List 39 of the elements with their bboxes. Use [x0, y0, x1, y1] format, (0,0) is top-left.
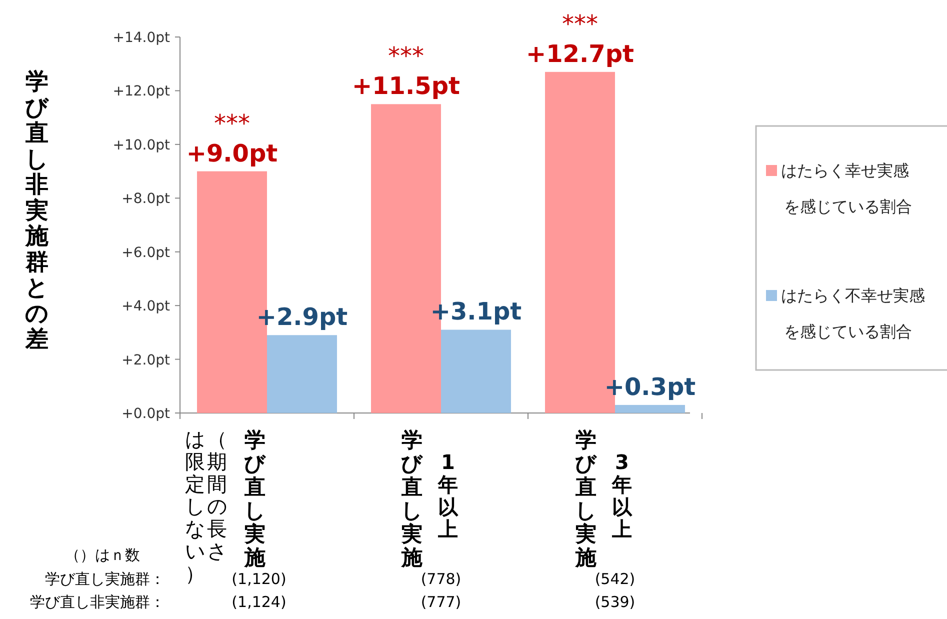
text: (778) [420, 570, 462, 588]
text: (539) [594, 593, 636, 611]
text: 学び直し非実施群： [30, 593, 165, 611]
y-tick-label: +6.0pt [122, 244, 171, 261]
bar [267, 335, 337, 413]
y-tick-label: +0.0pt [122, 406, 171, 422]
x-tick-label: 学び直し実施 [574, 428, 597, 570]
annotation: *** [562, 10, 598, 38]
data-label: +3.1pt [430, 298, 522, 326]
y-tick-label: +12.0pt [112, 84, 171, 100]
bar [615, 404, 685, 413]
data-label: +11.5pt [352, 72, 460, 100]
x-tick-label: 学び直し実施 [244, 428, 266, 570]
text: は限定しない） [185, 427, 205, 586]
text: (1,120) [232, 570, 286, 588]
text: （期間の長さ [207, 427, 227, 563]
text: (1,124) [232, 593, 286, 611]
data-label: +9.0pt [186, 139, 278, 168]
x-tick-label: 学び直し実施 [400, 428, 423, 570]
legend-label: はたらく幸せ実感を感じている割合 [781, 161, 912, 216]
data-label: +2.9pt [256, 303, 348, 332]
annotation: *** [214, 109, 250, 138]
legend-label: はたらく不幸せ実感を感じている割合 [781, 286, 925, 341]
text: 1年以上 [437, 450, 459, 542]
text: （）はｎ数 [65, 546, 140, 564]
y-tick-label: +14.0pt [112, 30, 171, 46]
text: (777) [420, 593, 462, 611]
y-tick-label: +8.0pt [122, 191, 171, 208]
text: 学び直し非実施群との差 [25, 69, 49, 353]
text: 学び直し実施群： [45, 570, 165, 588]
bar [441, 330, 511, 413]
y-tick-label: +10.0pt [112, 137, 171, 154]
annotation: *** [388, 42, 424, 70]
data-label: +12.7pt [526, 40, 634, 68]
y-tick-label: +2.0pt [122, 352, 171, 368]
text: (542) [594, 570, 636, 588]
text: 3年以上 [611, 450, 633, 542]
y-tick-label: +4.0pt [122, 298, 171, 315]
data-label: +0.3pt [604, 372, 696, 401]
